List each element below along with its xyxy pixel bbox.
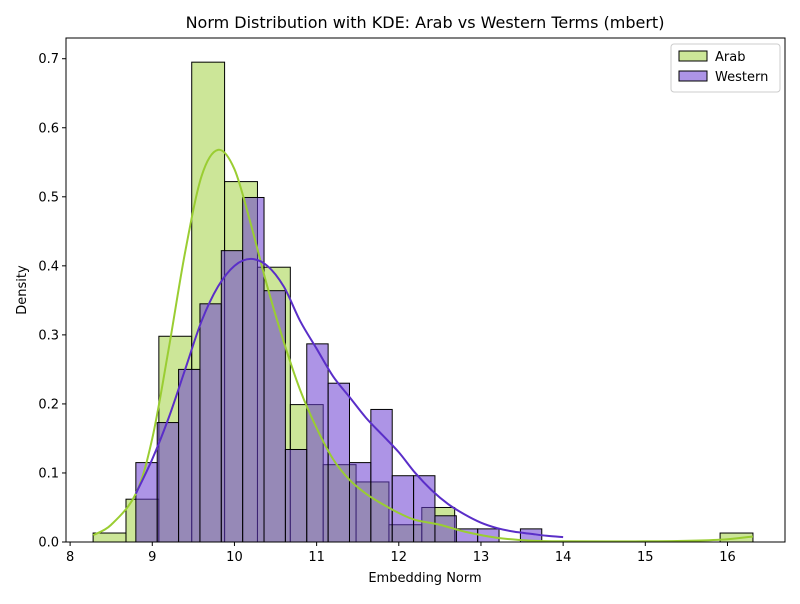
- legend-label-western: Western: [715, 70, 768, 85]
- y-tick-label: 0.3: [38, 328, 59, 343]
- x-tick-label: 14: [555, 550, 572, 565]
- chart-title: Norm Distribution with KDE: Arab vs West…: [186, 13, 665, 32]
- y-tick-label: 0.6: [38, 121, 59, 136]
- western-bar: [391, 475, 415, 543]
- y-axis: 0.0 0.1 0.2 0.3 0.4 0.5 0.6 0.7: [38, 52, 66, 551]
- x-axis: 8 9 10 11 12 13 14 15 16: [66, 542, 736, 565]
- western-bar: [327, 382, 350, 543]
- histogram-bars: [92, 61, 754, 543]
- legend-swatch-arab: [678, 50, 708, 62]
- y-tick-label: 0.2: [38, 397, 59, 412]
- y-tick-label: 0.0: [38, 536, 59, 551]
- western-bar: [199, 303, 222, 543]
- kde-curves: [92, 148, 754, 543]
- arab-bar: [92, 532, 127, 543]
- western-bar: [263, 290, 286, 543]
- western-bar: [413, 475, 436, 543]
- x-tick-label: 15: [637, 550, 654, 565]
- legend-swatch-western: [678, 70, 708, 82]
- western-bar: [135, 462, 158, 543]
- legend: Arab Western: [670, 43, 781, 93]
- western-bar: [370, 408, 393, 543]
- x-tick-label: 8: [66, 550, 74, 565]
- plot-frame: [65, 37, 786, 543]
- western-bar: [178, 368, 201, 543]
- legend-label-arab: Arab: [715, 50, 745, 65]
- western-bar: [242, 196, 265, 543]
- y-tick-label: 0.7: [38, 52, 59, 67]
- western-bar: [284, 448, 308, 543]
- y-axis-label: Density: [15, 265, 30, 315]
- y-tick-label: 0.5: [38, 190, 59, 205]
- x-tick-label: 12: [391, 550, 408, 565]
- x-tick-label: 10: [226, 550, 243, 565]
- western-bar: [220, 250, 244, 543]
- y-tick-label: 0.4: [38, 259, 59, 274]
- arab-kde-line: [92, 148, 754, 543]
- x-tick-label: 16: [719, 550, 736, 565]
- x-tick-label: 11: [308, 550, 325, 565]
- y-tick-label: 0.1: [38, 466, 59, 481]
- western-kde-line: [134, 257, 564, 539]
- x-tick-label: 9: [148, 550, 156, 565]
- x-tick-label: 13: [473, 550, 490, 565]
- x-axis-label: Embedding Norm: [368, 571, 481, 586]
- western-bar: [348, 462, 372, 543]
